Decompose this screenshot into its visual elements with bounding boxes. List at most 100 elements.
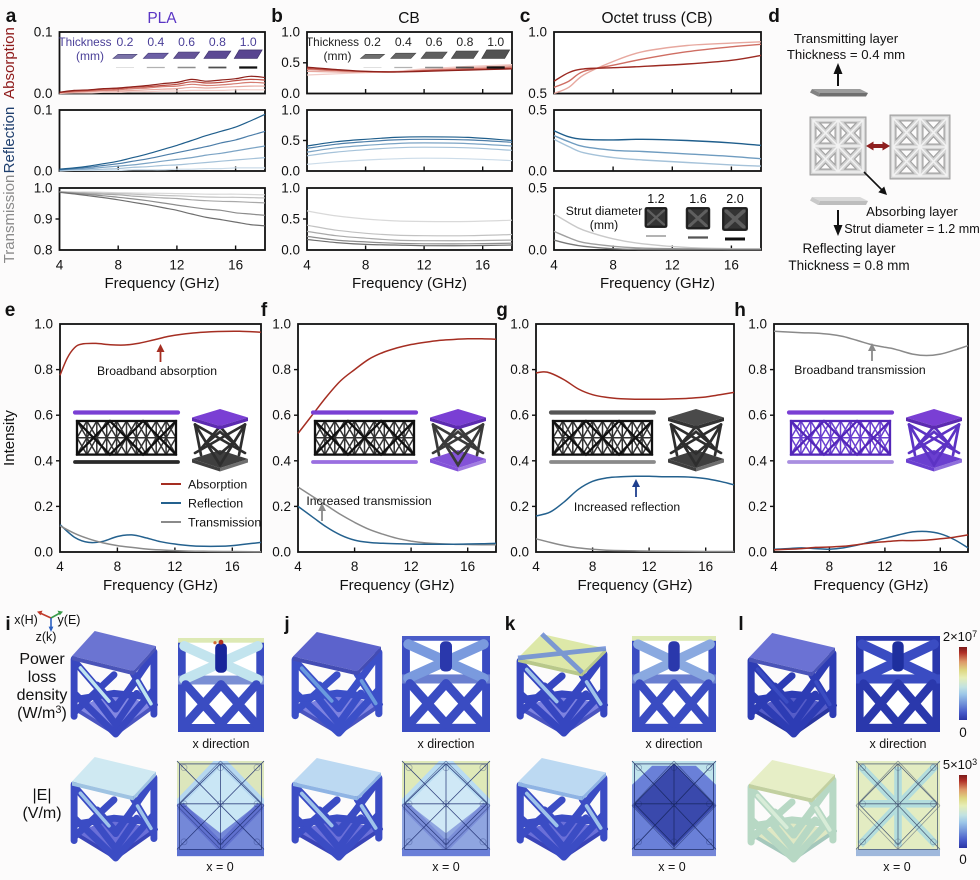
svg-text:l: l [738, 614, 743, 635]
svg-text:4: 4 [770, 559, 778, 574]
svg-text:Broadband transmission: Broadband transmission [794, 363, 925, 377]
svg-text:Transmission: Transmission [1, 175, 18, 264]
svg-text:(mm): (mm) [324, 49, 352, 63]
svg-text:Transmitting layer: Transmitting layer [794, 31, 899, 46]
svg-text:12: 12 [404, 559, 419, 574]
svg-text:0.2: 0.2 [748, 499, 767, 514]
svg-text:Frequency (GHz): Frequency (GHz) [577, 577, 692, 594]
svg-text:Absorption: Absorption [188, 477, 247, 491]
svg-text:Frequency (GHz): Frequency (GHz) [104, 275, 219, 292]
svg-text:4: 4 [532, 559, 540, 574]
svg-text:16: 16 [228, 258, 243, 273]
svg-text:4: 4 [56, 258, 64, 273]
svg-text:x(H): x(H) [14, 613, 38, 627]
svg-text:16: 16 [724, 258, 739, 273]
svg-text:x direction: x direction [193, 737, 250, 751]
svg-text:Increased transmission: Increased transmission [306, 494, 431, 508]
svg-text:1.0: 1.0 [281, 25, 300, 40]
svg-text:0.0: 0.0 [510, 545, 529, 560]
svg-text:y(E): y(E) [58, 613, 81, 627]
svg-text:8: 8 [362, 258, 370, 273]
svg-text:Frequency (GHz): Frequency (GHz) [103, 577, 218, 594]
svg-text:0.0: 0.0 [281, 164, 300, 179]
svg-text:0.6: 0.6 [510, 408, 529, 423]
svg-text:Reflection: Reflection [188, 496, 243, 510]
svg-text:12: 12 [169, 258, 184, 273]
svg-text:0.0: 0.0 [272, 545, 291, 560]
svg-text:0.8: 0.8 [272, 362, 291, 377]
svg-text:12: 12 [877, 559, 892, 574]
svg-text:Frequency (GHz): Frequency (GHz) [813, 577, 928, 594]
svg-text:Thickness = 0.8 mm: Thickness = 0.8 mm [788, 258, 909, 273]
svg-text:1.6: 1.6 [689, 192, 706, 206]
svg-text:0.2: 0.2 [364, 35, 381, 49]
svg-text:Frequency (GHz): Frequency (GHz) [352, 275, 467, 292]
svg-text:x = 0: x = 0 [883, 860, 910, 874]
svg-text:k: k [505, 614, 516, 635]
svg-text:Thickness: Thickness [306, 35, 359, 49]
svg-text:Broadband absorption: Broadband absorption [97, 364, 217, 378]
svg-text:0.4: 0.4 [147, 35, 164, 49]
svg-text:12: 12 [642, 559, 657, 574]
svg-text:16: 16 [698, 559, 713, 574]
svg-text:Absorption: Absorption [1, 27, 18, 99]
svg-text:1.2: 1.2 [647, 192, 664, 206]
svg-text:0.6: 0.6 [748, 408, 767, 423]
svg-text:8: 8 [589, 559, 597, 574]
svg-text:0: 0 [959, 725, 967, 740]
svg-text:(mm): (mm) [76, 49, 104, 63]
svg-text:Thickness = 0.4 mm: Thickness = 0.4 mm [787, 47, 905, 62]
svg-text:Octet truss (CB): Octet truss (CB) [601, 10, 712, 27]
svg-text:0.5: 0.5 [528, 181, 547, 196]
svg-text:0.2: 0.2 [272, 499, 291, 514]
svg-text:Transmission: Transmission [188, 515, 261, 529]
svg-text:x direction: x direction [870, 737, 927, 751]
svg-text:z(k): z(k) [36, 630, 57, 644]
svg-text:0.9: 0.9 [34, 212, 53, 227]
svg-text:0.0: 0.0 [34, 164, 53, 179]
svg-text:loss: loss [28, 669, 56, 686]
svg-text:1.0: 1.0 [510, 317, 529, 332]
svg-text:0.0: 0.0 [34, 545, 53, 560]
svg-text:0.6: 0.6 [34, 408, 53, 423]
svg-text:i: i [5, 614, 10, 635]
svg-text:8: 8 [114, 559, 122, 574]
svg-text:Frequency (GHz): Frequency (GHz) [339, 577, 454, 594]
svg-text:0.8: 0.8 [209, 35, 226, 49]
svg-text:0.8: 0.8 [456, 35, 473, 49]
svg-text:0.0: 0.0 [528, 164, 547, 179]
svg-text:4: 4 [56, 559, 64, 574]
svg-text:c: c [520, 6, 531, 27]
svg-text:Frequency (GHz): Frequency (GHz) [600, 275, 715, 292]
svg-text:0.4: 0.4 [748, 453, 767, 468]
svg-text:0.2: 0.2 [510, 499, 529, 514]
svg-text:|E|: |E| [33, 787, 52, 804]
svg-text:8: 8 [826, 559, 834, 574]
svg-text:1.0: 1.0 [34, 317, 53, 332]
svg-text:0.5: 0.5 [281, 133, 300, 148]
svg-text:0.0: 0.0 [281, 86, 300, 101]
svg-text:x = 0: x = 0 [658, 860, 685, 874]
svg-text:j: j [283, 614, 289, 635]
svg-text:a: a [6, 6, 17, 27]
svg-text:1.0: 1.0 [281, 103, 300, 118]
svg-text:0.0: 0.0 [34, 86, 53, 101]
svg-text:Strut diameter = 1.2 mm: Strut diameter = 1.2 mm [844, 222, 979, 236]
svg-text:16: 16 [225, 559, 240, 574]
svg-text:b: b [271, 6, 283, 27]
svg-text:0.6: 0.6 [178, 35, 195, 49]
svg-text:2×107: 2×107 [943, 629, 977, 644]
svg-text:1.0: 1.0 [528, 25, 547, 40]
svg-text:4: 4 [550, 258, 558, 273]
svg-text:density: density [17, 687, 68, 704]
svg-text:0.5: 0.5 [528, 86, 547, 101]
svg-text:0.6: 0.6 [272, 408, 291, 423]
svg-text:1.0: 1.0 [487, 35, 504, 49]
svg-text:5×103: 5×103 [943, 757, 977, 772]
svg-text:x = 0: x = 0 [432, 860, 459, 874]
svg-text:(W/m3): (W/m3) [17, 704, 67, 722]
svg-text:12: 12 [417, 258, 432, 273]
svg-text:x = 0: x = 0 [206, 860, 233, 874]
svg-text:d: d [768, 6, 780, 27]
svg-text:Intensity: Intensity [1, 410, 18, 466]
